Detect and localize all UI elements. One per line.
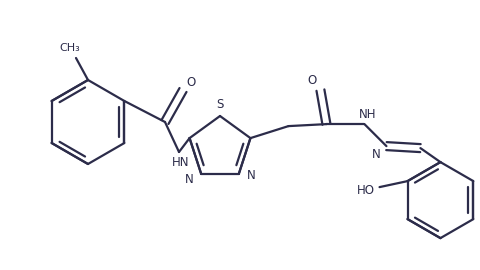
Text: N: N [185,173,193,186]
Text: N: N [372,148,381,161]
Text: N: N [246,169,255,183]
Text: CH₃: CH₃ [60,43,80,53]
Text: O: O [308,74,317,87]
Text: NH: NH [359,108,376,121]
Text: HN: HN [172,156,190,168]
Text: HO: HO [357,184,374,197]
Text: O: O [186,76,196,89]
Text: S: S [216,97,224,110]
